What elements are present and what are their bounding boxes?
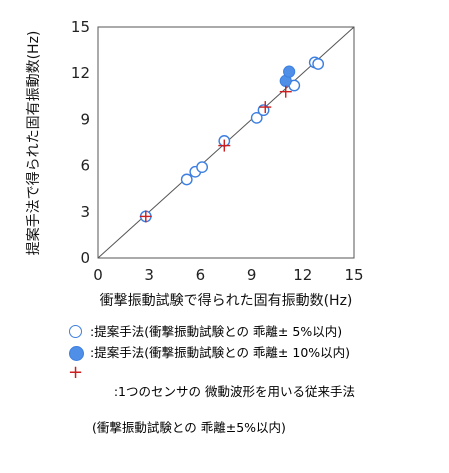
plus-icon: + [60,365,90,383]
x-tick-label: 6 [196,266,206,284]
legend-label-line2: (衝撃振動試験との 乖離±5%以内) [90,419,355,437]
x-tick-label: 12 [293,266,312,284]
legend-label-block: :1つのセンサの 微動波形を用いる従来手法 (衝撃振動試験との 乖離±5%以内) [90,365,355,473]
x-axis-label: 衝撃振動試験で得られた固有振動数(Hz) [100,292,353,309]
filled-circle-icon [60,344,90,362]
legend: :提案手法(衝撃振動試験との 乖離± 5%以内) :提案手法(衝撃振動試験との … [60,323,355,404]
open-circle-marker [313,59,323,69]
y-tick-label: 6 [80,157,90,175]
y-tick-label: 3 [80,203,90,221]
legend-label: :提案手法(衝撃振動試験との 乖離± 5%以内) [90,323,342,341]
filled-circle-marker [284,66,295,77]
y-tick-labels: 0 3 6 9 12 15 [71,18,90,267]
legend-item-plus: + :1つのセンサの 微動波形を用いる従来手法 (衝撃振動試験との 乖離±5%以… [60,365,355,401]
y-axis-label: 提案手法で得られた固有振動数(Hz) [25,31,42,256]
y-tick-label: 0 [80,249,90,267]
legend-label: :提案手法(衝撃振動試験との 乖離± 10%以内) [90,344,350,362]
y-tick-label: 15 [71,18,90,36]
x-tick-label: 15 [344,266,363,284]
data-points [140,57,324,222]
y-tick-label: 9 [80,110,90,128]
x-tick-label: 9 [247,266,257,284]
legend-item-filled-circle: :提案手法(衝撃振動試験との 乖離± 10%以内) [60,344,355,362]
open-circle-icon [60,323,90,341]
y-tick-label: 12 [71,64,90,82]
plus-marker [140,210,152,222]
legend-item-open-circle: :提案手法(衝撃振動試験との 乖離± 5%以内) [60,323,355,341]
x-tick-label: 0 [93,266,103,284]
open-circle-marker [197,162,207,172]
scatter-chart: 0 3 6 9 12 15 0 3 6 9 12 15 衝撃振動試験で得られた固有振動数(Hz) 提… [0,0,449,320]
x-tick-label: 3 [144,266,154,284]
legend-label: :1つのセンサの 微動波形を用いる従来手法 [114,384,355,399]
open-circle-marker [182,174,192,184]
x-tick-labels: 0 3 6 9 12 15 [93,266,363,284]
